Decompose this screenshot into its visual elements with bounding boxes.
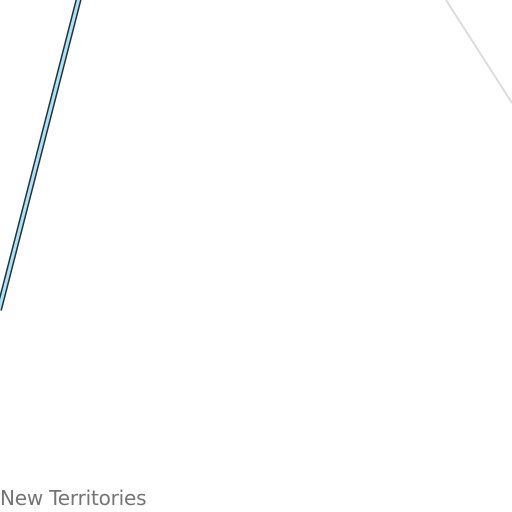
boundary-line <box>445 0 512 104</box>
region-label-new-territories: New Territories <box>0 486 147 510</box>
highway-road[interactable] <box>0 0 81 311</box>
